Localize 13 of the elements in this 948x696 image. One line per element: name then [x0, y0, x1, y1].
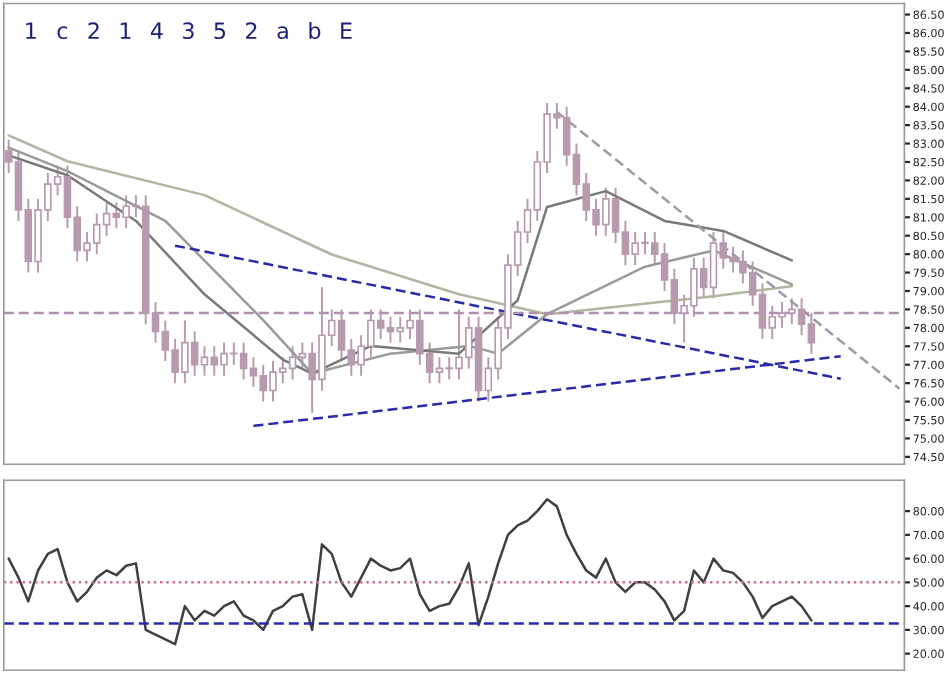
annotation: 2 [246, 22, 257, 39]
annotation: 1 [26, 22, 36, 39]
annotation: 4 [150, 22, 163, 39]
line-series [7, 497, 813, 646]
annotation: 2 [88, 22, 99, 39]
annotation: 1 [120, 22, 131, 39]
annotation: 3 [183, 22, 194, 40]
annotation: b [309, 21, 321, 40]
annotation: 5 [214, 22, 226, 40]
line-series [7, 134, 794, 316]
annotation: E [341, 22, 352, 39]
annotation: c [57, 26, 68, 40]
annotation: a [277, 26, 288, 40]
